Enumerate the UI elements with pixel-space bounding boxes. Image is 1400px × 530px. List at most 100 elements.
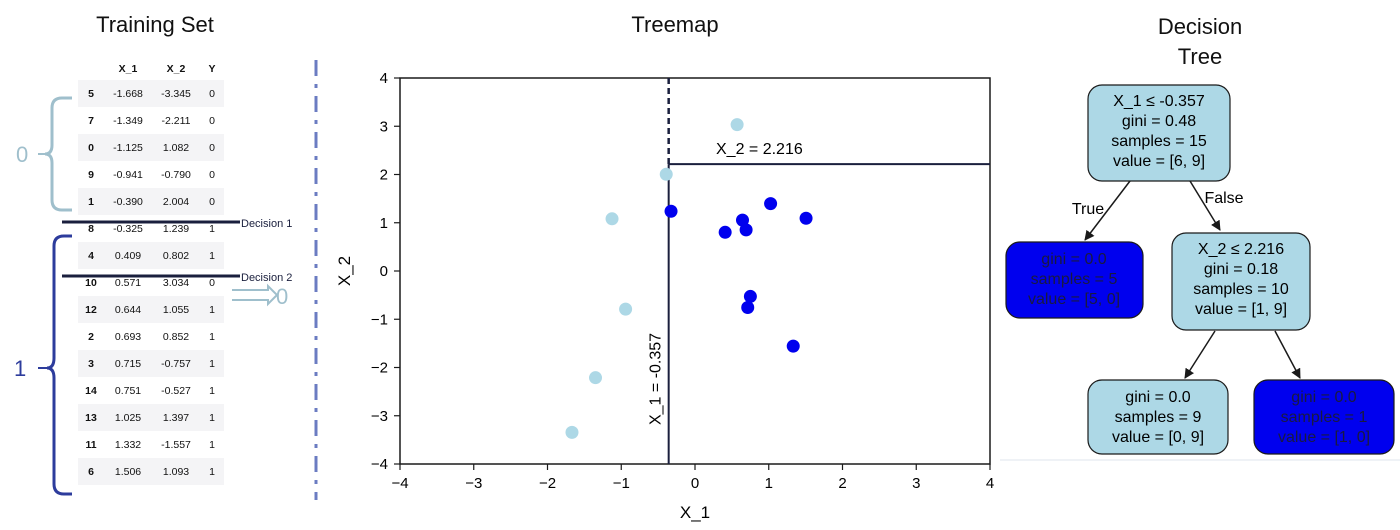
data-point [786, 339, 800, 353]
x1-cell: 0.693 [114, 330, 142, 343]
table-row: 14 0.751 -0.527 1 [78, 377, 224, 404]
x-tick-label: 0 [691, 475, 699, 492]
x1-cell: 0.571 [114, 276, 142, 289]
y-cell: 1 [200, 350, 224, 377]
table-header-x1: X_1 [118, 63, 138, 75]
row-index-cell: 8 [88, 222, 94, 235]
table-body: 5 -1.668 -3.345 0 7 -1.349 -2.211 0 0 -1.125 1.082… [78, 80, 224, 485]
table-row: 6 1.506 1.093 1 [78, 458, 224, 485]
x1-cell: -0.390 [104, 188, 152, 215]
y-cell: 0 [200, 188, 224, 215]
y-cell: 0 [200, 80, 224, 107]
row-index-cell: 10 [85, 276, 97, 289]
x-tick-label: 4 [986, 475, 994, 492]
row-index-cell: 12 [78, 296, 104, 323]
x2-cell: -0.790 [161, 168, 191, 181]
table-header-row: X_1 X_2 Y [78, 58, 224, 80]
group-1-bracket: 1 [14, 234, 72, 496]
y-tick-label: −4 [371, 456, 388, 473]
x2-cell: 1.093 [152, 458, 200, 485]
tree-edges: True False [1072, 180, 1301, 379]
data-point [659, 167, 673, 181]
tree-node-root: X_1 ≤ -0.357 gini = 0.48 samples = 15 va… [1087, 84, 1231, 182]
y-cell: 1 [209, 222, 215, 235]
edge-root-left [1084, 180, 1131, 241]
x-tick-label: 3 [912, 475, 920, 492]
y-tick-label: 3 [380, 118, 388, 135]
x1-cell: -0.941 [113, 168, 143, 181]
table-row: 13 1.025 1.397 1 [78, 404, 224, 431]
x-tick-label: −4 [391, 475, 408, 492]
row-index-cell: 6 [78, 458, 104, 485]
training-set-table: X_1 X_2 Y 5 -1.668 -3.345 0 7 -1.349 -2.211 0 0-… [78, 58, 224, 485]
tree-node-left: gini = 0.0 samples = 5 value = [5, 0] [1005, 241, 1144, 319]
x1-cell: -1.349 [113, 114, 143, 127]
left-line-2: samples = 5 [1031, 271, 1118, 288]
y-cell: 1 [209, 438, 215, 451]
right-line-2: gini = 0.18 [1204, 261, 1278, 278]
table-row: 2 0.693 0.852 1 [78, 323, 224, 350]
y-cell: 0 [209, 168, 215, 181]
row-index-cell: 14 [85, 384, 97, 397]
x2-cell: 2.004 [152, 188, 200, 215]
x2-cell: -0.527 [161, 384, 191, 397]
x2-cell: 3.034 [162, 276, 190, 289]
table-row: 0 -1.125 1.082 0 [78, 134, 224, 161]
data-point [764, 197, 778, 211]
table-header-y: Y [208, 63, 216, 75]
edge-right-rl [1184, 330, 1216, 379]
right-line-1: X_2 ≤ 2.216 [1198, 241, 1284, 258]
x2-cell: -2.211 [161, 114, 191, 127]
table-row: 7 -1.349 -2.211 0 [78, 107, 224, 134]
group-0-label: 0 [16, 142, 28, 167]
y-tick-label: −2 [371, 360, 388, 377]
data-point [730, 118, 744, 132]
split1-label: X_1 = -0.357 [648, 333, 665, 425]
data-point [799, 211, 813, 225]
y-tick-label: −3 [371, 408, 388, 425]
x1-cell: 0.409 [104, 242, 152, 269]
tree-node-rr: gini = 0.0 samples = 1 value = [1, 0] [1253, 379, 1395, 455]
rr-line-3: value = [1, 0] [1278, 429, 1370, 446]
y-tick-label: 0 [380, 263, 388, 280]
y-axis-label: X_2 [335, 256, 354, 286]
rr-line-1: gini = 0.0 [1291, 389, 1356, 406]
table-row: 11 1.332 -1.557 1 [78, 431, 224, 458]
x2-cell: -0.757 [152, 350, 200, 377]
left-line-1: gini = 0.0 [1041, 251, 1106, 268]
x2-cell: 1.082 [152, 134, 200, 161]
tree-node-right: X_2 ≤ 2.216 gini = 0.18 samples = 10 val… [1171, 232, 1311, 331]
root-line-1: X_1 ≤ -0.357 [1113, 93, 1205, 110]
data-point [565, 425, 579, 439]
tree-node-rl: gini = 0.0 samples = 9 value = [0, 9] [1087, 379, 1229, 455]
y-cell: 1 [200, 404, 224, 431]
y-cell: 0 [209, 114, 215, 127]
y-cell: 1 [200, 296, 224, 323]
table-row: 10 0.571 3.034 0 [78, 269, 224, 296]
decision-tree-title-line1: Decision [1157, 14, 1243, 39]
rr-line-2: samples = 1 [1281, 409, 1368, 426]
rl-line-2: samples = 9 [1115, 409, 1202, 426]
treemap-title: Treemap [631, 12, 719, 37]
x1-cell: -1.125 [104, 134, 152, 161]
x1-cell: 0.751 [114, 384, 142, 397]
table-row: 12 0.644 1.055 1 [78, 296, 224, 323]
x1-cell: 1.025 [104, 404, 152, 431]
data-point [605, 212, 619, 226]
decision-tree-title: Decision Tree [1130, 12, 1270, 72]
table-row: 1 -0.390 2.004 0 [78, 188, 224, 215]
x-axis-label: X_1 [680, 503, 710, 522]
row-index-cell: 3 [78, 350, 104, 377]
x2-cell: -1.557 [161, 438, 191, 451]
y-tick-label: 2 [380, 167, 388, 184]
y-cell: 0 [209, 276, 215, 289]
rl-line-3: value = [0, 9] [1112, 429, 1204, 446]
row-10-arrow: 0 [232, 283, 288, 309]
table-row: 8 -0.325 1.239 1 [78, 215, 224, 242]
x2-cell: 1.055 [152, 296, 200, 323]
data-point [664, 204, 678, 218]
x1-cell: 1.332 [114, 438, 142, 451]
table-row: 4 0.409 0.802 1 [78, 242, 224, 269]
root-line-2: gini = 0.48 [1122, 113, 1196, 130]
